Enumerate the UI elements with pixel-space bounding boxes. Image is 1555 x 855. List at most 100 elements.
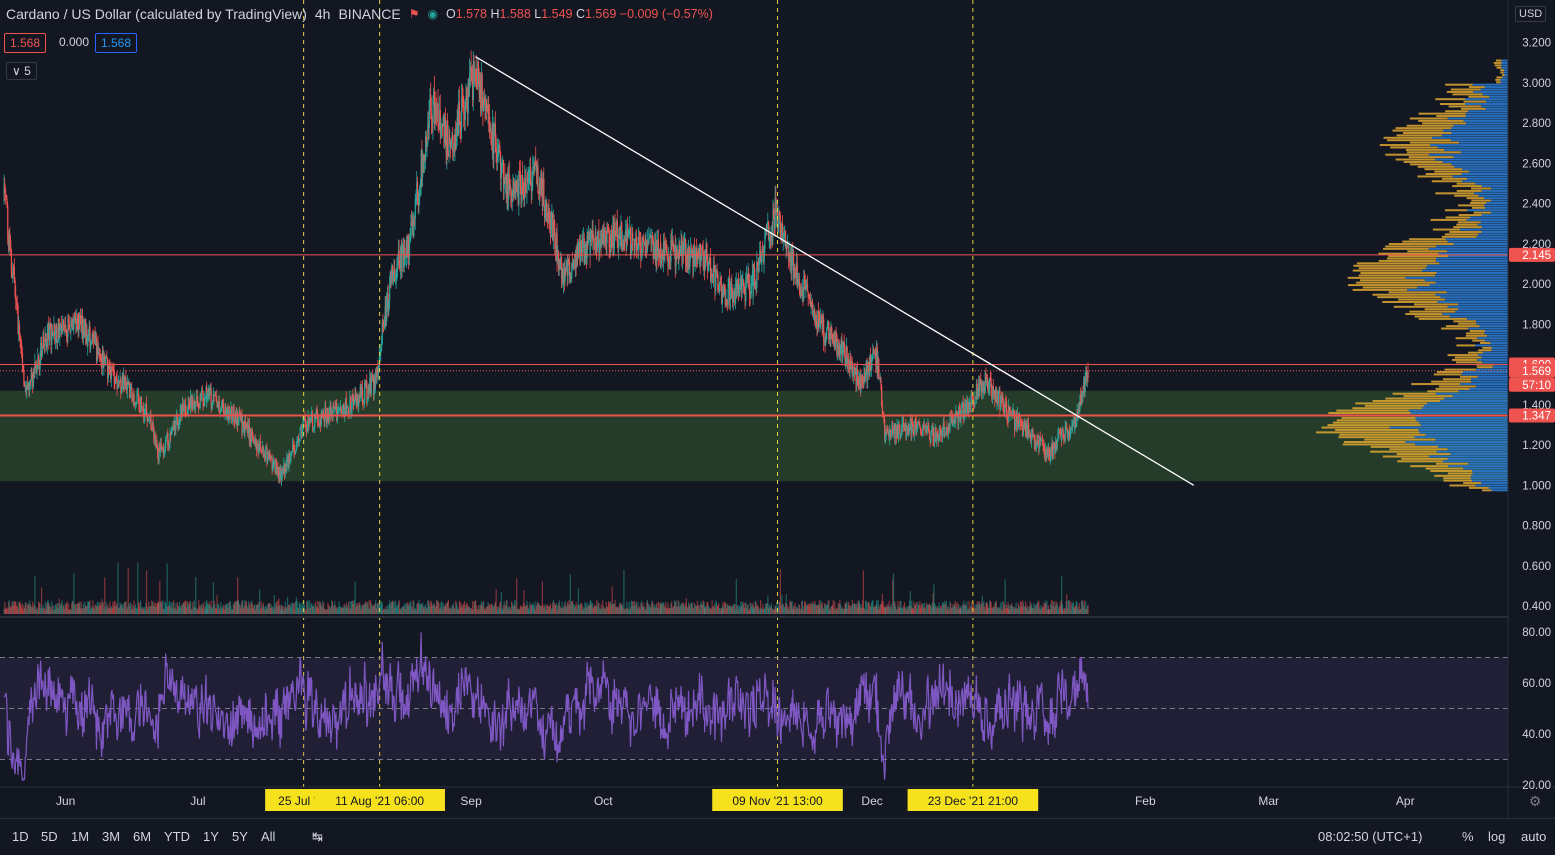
candle-body — [795, 262, 798, 278]
candle-body — [141, 406, 143, 409]
volume-bar — [521, 606, 524, 614]
volume-bar — [278, 598, 280, 614]
candle-body — [246, 423, 248, 427]
candle-body — [583, 238, 585, 263]
candle-body — [685, 261, 687, 268]
volume-bar — [291, 602, 293, 614]
volume-bar — [367, 608, 369, 614]
currency-selector[interactable]: USD — [1515, 6, 1547, 22]
volume-bar — [964, 604, 967, 614]
volume-bar — [748, 609, 751, 614]
volume-bar — [1003, 604, 1005, 614]
candle-body — [367, 386, 369, 399]
range-3m[interactable]: 3M — [102, 829, 121, 844]
profile-bar-sell — [1427, 390, 1459, 393]
candle-body — [779, 215, 781, 238]
range-5y[interactable]: 5Y — [232, 829, 248, 844]
volume-bar — [318, 601, 320, 614]
volume-bar — [578, 604, 580, 614]
volume-bar — [202, 604, 204, 614]
profile-bar-buy — [1405, 441, 1508, 444]
candle-body — [325, 406, 327, 417]
percent-toggle[interactable]: % — [1462, 829, 1474, 844]
candle-body — [186, 413, 188, 415]
price-tick-label: 3.000 — [1522, 78, 1551, 90]
volume-bar — [1041, 608, 1043, 614]
range-1d[interactable]: 1D — [12, 829, 29, 844]
volume-bar — [657, 601, 660, 614]
log-toggle[interactable]: log — [1488, 829, 1506, 844]
candle-body — [721, 286, 723, 291]
volume-bar — [551, 607, 553, 614]
volume-bar — [888, 600, 890, 614]
volume-bar — [669, 607, 671, 614]
volume-bar — [666, 607, 668, 614]
volume-bar — [571, 600, 573, 614]
candle-body — [95, 337, 97, 342]
rsi-pane — [0, 616, 1555, 782]
bid-price[interactable]: 1.568 — [4, 33, 47, 53]
profile-bar-buy — [1453, 156, 1508, 159]
profile-bar-sell — [1407, 151, 1461, 154]
volume-bar — [784, 602, 787, 614]
volume-bar — [143, 607, 145, 614]
candle-body — [491, 123, 494, 145]
volume-bar — [350, 601, 353, 614]
volume-bar — [426, 607, 428, 614]
volume-bar — [636, 608, 638, 614]
candle-body — [874, 353, 876, 355]
volume-bar — [722, 602, 724, 614]
volume-bar — [325, 609, 327, 614]
volume-bar — [508, 607, 510, 614]
indicators-toggle[interactable]: ∨ 5 — [6, 62, 37, 80]
candle-body — [586, 235, 588, 258]
candle-body — [383, 324, 385, 329]
profile-bar-buy — [1477, 223, 1508, 226]
auto-toggle[interactable]: auto — [1521, 829, 1547, 844]
volume-bar — [91, 606, 93, 614]
range-ytd[interactable]: YTD — [164, 829, 190, 844]
volume-bar — [718, 607, 721, 614]
profile-bar-buy — [1419, 431, 1508, 434]
candle-body — [386, 302, 388, 322]
date-range-icon[interactable]: ↹ — [312, 829, 323, 844]
volume-bar — [314, 608, 316, 614]
volume-bar — [547, 606, 549, 614]
candle-body — [21, 345, 23, 353]
candle-body — [431, 119, 433, 125]
candle-body — [372, 377, 374, 379]
candle-body — [840, 346, 842, 354]
interval-label[interactable]: 4h — [314, 6, 331, 22]
profile-bar-buy — [1445, 238, 1508, 241]
candle-body — [332, 405, 334, 416]
profile-bar-buy — [1447, 240, 1508, 243]
volume-bar — [762, 608, 765, 614]
flag-icon[interactable]: ⚑ — [408, 7, 420, 21]
range-6m[interactable]: 6M — [133, 829, 152, 844]
volume-bar — [993, 607, 995, 614]
volume-bar — [371, 605, 373, 614]
range-5d[interactable]: 5D — [41, 829, 58, 844]
range-all[interactable]: All — [261, 829, 276, 844]
candle-body — [165, 434, 168, 439]
volume-bar — [103, 609, 105, 614]
candle-body — [1010, 412, 1012, 414]
volume-bar — [557, 605, 559, 614]
symbol-title[interactable]: Cardano / US Dollar (calculated by Tradi… — [6, 6, 307, 22]
range-1m[interactable]: 1M — [71, 829, 90, 844]
candle-body — [65, 329, 68, 337]
rsi-tick-label: 40.00 — [1522, 729, 1551, 741]
volume-bar — [69, 609, 71, 614]
range-1y[interactable]: 1Y — [203, 829, 219, 844]
candle-body — [126, 382, 128, 391]
volume-bar — [460, 604, 462, 614]
ask-price[interactable]: 1.568 — [95, 33, 138, 53]
settings-gear-icon: ⚙ — [1529, 794, 1542, 810]
candle-body — [838, 347, 840, 353]
candle-body — [741, 281, 743, 294]
clock[interactable]: 08:02:50 (UTC+1) — [1318, 829, 1423, 844]
volume-bar — [148, 601, 150, 614]
volume-bar — [298, 608, 300, 614]
candle-body — [705, 243, 707, 254]
